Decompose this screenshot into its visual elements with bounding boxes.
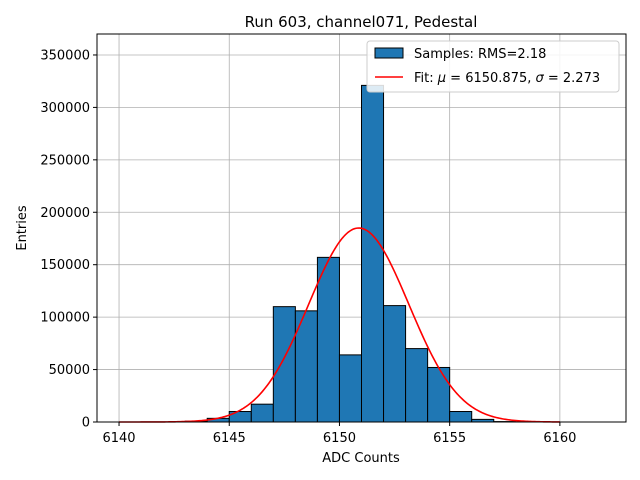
legend-label-fit: Fit: μ = 6150.875, σ = 2.273 [414,71,600,86]
x-tick-label: 6150 [323,431,356,446]
histogram-bar [405,348,429,423]
fit-curve [119,227,560,423]
y-tick-label: 350000 [40,48,90,63]
histogram-bar [427,366,451,423]
y-tick-label: 300000 [40,101,90,116]
histogram-bar [361,84,385,423]
x-axis-label: ADC Counts [322,451,400,466]
y-tick-label: 50000 [49,363,90,378]
x-tick-label: 6155 [433,431,466,446]
x-axis-ticks: 6140 6145 6150 6155 6160 [102,422,576,446]
x-tick-label: 6160 [543,431,576,446]
legend-box [366,40,620,93]
plot-frame [96,33,627,423]
histogram-bar [272,306,296,423]
y-tick-label: 0 [82,416,90,431]
y-axis-ticks: 0 50000 100000 150000 200000 250000 300000 3500… [40,48,97,431]
histogram-bar [250,403,274,423]
histogram-bar [383,305,407,423]
x-tick-label: 6140 [102,431,135,446]
y-tick-label: 100000 [40,311,90,326]
legend-swatch-samples [374,47,404,59]
y-axis-label: Entries [15,205,30,251]
y-tick-label: 150000 [40,258,90,273]
histogram-bar [316,256,340,423]
histogram-bar [449,411,473,423]
chart-title: Run 603, channel071, Pedestal [245,13,478,31]
x-tick-label: 6145 [213,431,246,446]
legend: Samples: RMS=2.18 Fit: μ = 6150.875, σ =… [366,40,620,93]
y-tick-label: 250000 [40,153,90,168]
histogram-bar [338,354,363,423]
y-tick-label: 200000 [40,206,90,221]
legend-label-samples: Samples: RMS=2.18 [414,47,546,62]
histogram-bars [184,84,517,423]
